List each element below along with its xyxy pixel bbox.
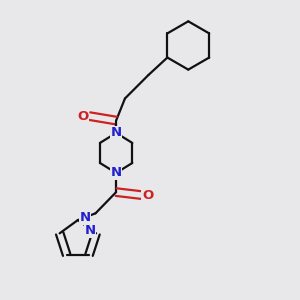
Text: O: O xyxy=(77,110,89,123)
Text: O: O xyxy=(142,188,153,202)
Text: N: N xyxy=(80,211,91,224)
Text: N: N xyxy=(111,167,122,179)
Text: N: N xyxy=(111,126,122,140)
Text: N: N xyxy=(85,224,96,237)
